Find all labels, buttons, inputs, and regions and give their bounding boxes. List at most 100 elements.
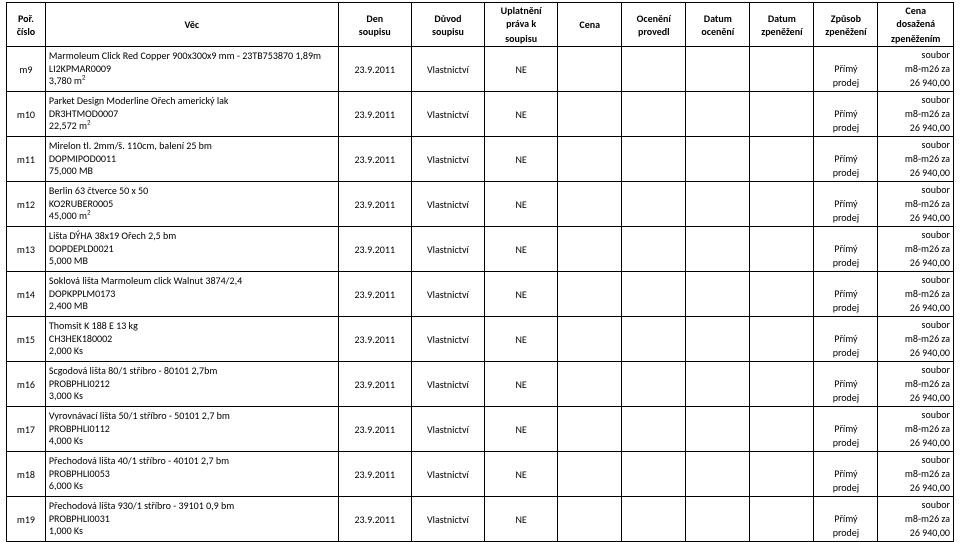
cell-doc [686,227,750,272]
cell-cd: souborm8-m26 za26 940,00 [878,407,954,452]
col-doc: Datum ocenění [686,3,750,47]
cell-dzp [750,137,814,182]
cell-upl: NE [485,92,558,137]
cell-vec: Marmoleum Click Red Copper 900x300x9 mm … [45,47,338,92]
cell-den: 23.9.2011 [338,137,411,182]
cell-vec: Soklová lišta Marmoleum click Walnut 387… [45,272,338,317]
cell-doc [686,452,750,497]
cell-cena [558,362,622,407]
hdr: dosažená [896,17,935,30]
table-body: m9Marmoleum Click Red Copper 900x300x9 m… [7,47,954,542]
cell-vec: Thomsit K 188 E 13 kgCH3HEK1800022,000 K… [45,317,338,362]
cell-por: m17 [7,407,46,452]
table-header: Poř. číslo Věc Den soupisu Důvod soupisu… [7,3,954,47]
hdr: Cena [905,4,926,17]
col-upl: Uplatnění práva k [485,3,558,32]
cell-cena [558,407,622,452]
table-row: m12Berlin 63 čtverce 50 x 50KO2RUBER0005… [7,182,954,227]
cell-duvod: Vlastnictví [411,317,484,362]
cell-oc [622,92,686,137]
cell-doc [686,407,750,452]
cell-duvod: Vlastnictví [411,137,484,182]
cell-dzp [750,182,814,227]
cell-doc [686,497,750,542]
cell-den: 23.9.2011 [338,47,411,92]
cell-cd: souborm8-m26 za26 940,00 [878,452,954,497]
cell-upl: NE [485,227,558,272]
cell-cd: souborm8-m26 za26 940,00 [878,362,954,407]
cell-dzp [750,362,814,407]
cell-den: 23.9.2011 [338,227,411,272]
cell-cd: souborm8-m26 za26 940,00 [878,92,954,137]
inventory-table: Poř. číslo Věc Den soupisu Důvod soupisu… [6,2,954,542]
hdr: zpeněžení [825,25,866,38]
cell-upl: NE [485,452,558,497]
cell-oc [622,272,686,317]
cell-por: m10 [7,92,46,137]
cell-doc [686,137,750,182]
table-row: m19Přechodová lišta 930/1 stříbro - 3910… [7,497,954,542]
cell-cena [558,182,622,227]
cell-upl: NE [485,272,558,317]
cell-doc [686,362,750,407]
cell-cena [558,47,622,92]
cell-cena [558,92,622,137]
cell-doc [686,272,750,317]
hdr: ocenění [701,25,734,38]
cell-den: 23.9.2011 [338,362,411,407]
cell-zp: Přímýprodej [814,407,878,452]
cell-vec: Berlin 63 čtverce 50 x 50KO2RUBER000545,… [45,182,338,227]
cell-upl: NE [485,317,558,362]
cell-duvod: Vlastnictví [411,362,484,407]
cell-por: m13 [7,227,46,272]
cell-por: m11 [7,137,46,182]
col-duvod: Důvod soupisu [411,3,484,47]
cell-oc [622,227,686,272]
table-row: m16Scgodová lišta 80/1 stříbro - 80101 2… [7,362,954,407]
cell-oc [622,182,686,227]
cell-upl: NE [485,47,558,92]
cell-zp: Přímýprodej [814,227,878,272]
cell-cd: souborm8-m26 za26 940,00 [878,317,954,362]
table-row: m13Lišta DÝHA 38x19 Ořech 2,5 bmDOPDEPLD… [7,227,954,272]
hdr: zpeněžení [761,25,802,38]
hdr: Poř. [18,12,34,25]
cell-doc [686,47,750,92]
cell-upl: NE [485,497,558,542]
cell-den: 23.9.2011 [338,497,411,542]
cell-den: 23.9.2011 [338,452,411,497]
cell-por: m9 [7,47,46,92]
col-den: Den soupisu [338,3,411,47]
cell-oc [622,497,686,542]
hdr: soupisu [359,25,391,38]
cell-duvod: Vlastnictví [411,92,484,137]
cell-den: 23.9.2011 [338,407,411,452]
cell-por: m16 [7,362,46,407]
cell-cd: souborm8-m26 za26 940,00 [878,182,954,227]
table-row: m10Parket Design Moderline Ořech americk… [7,92,954,137]
cell-upl: NE [485,137,558,182]
cell-cd: souborm8-m26 za26 940,00 [878,227,954,272]
table-row: m9Marmoleum Click Red Copper 900x300x9 m… [7,47,954,92]
cell-duvod: Vlastnictví [411,452,484,497]
cell-por: m18 [7,452,46,497]
col-por: Poř. číslo [7,3,46,47]
table-row: m11Mirelon tl. 2mm/š. 110cm, balení 25 b… [7,137,954,182]
cell-vec: Scgodová lišta 80/1 stříbro - 80101 2,7b… [45,362,338,407]
cell-duvod: Vlastnictví [411,47,484,92]
cell-vec: Přechodová lišta 930/1 stříbro - 39101 0… [45,497,338,542]
table-row: m18Přechodová lišta 40/1 stříbro - 40101… [7,452,954,497]
cell-cena [558,272,622,317]
cell-oc [622,317,686,362]
cell-vec: Lišta DÝHA 38x19 Ořech 2,5 bmDOPDEPLD002… [45,227,338,272]
cell-por: m15 [7,317,46,362]
table-row: m17Vyrovnávací lišta 50/1 stříbro - 5010… [7,407,954,452]
col-zp: Způsob zpeněžení [814,3,878,47]
cell-cena [558,227,622,272]
cell-dzp [750,272,814,317]
hdr: soupisu [432,25,464,38]
cell-cd: souborm8-m26 za26 940,00 [878,47,954,92]
cell-zp: Přímýprodej [814,452,878,497]
cell-cena [558,452,622,497]
cell-duvod: Vlastnictví [411,407,484,452]
